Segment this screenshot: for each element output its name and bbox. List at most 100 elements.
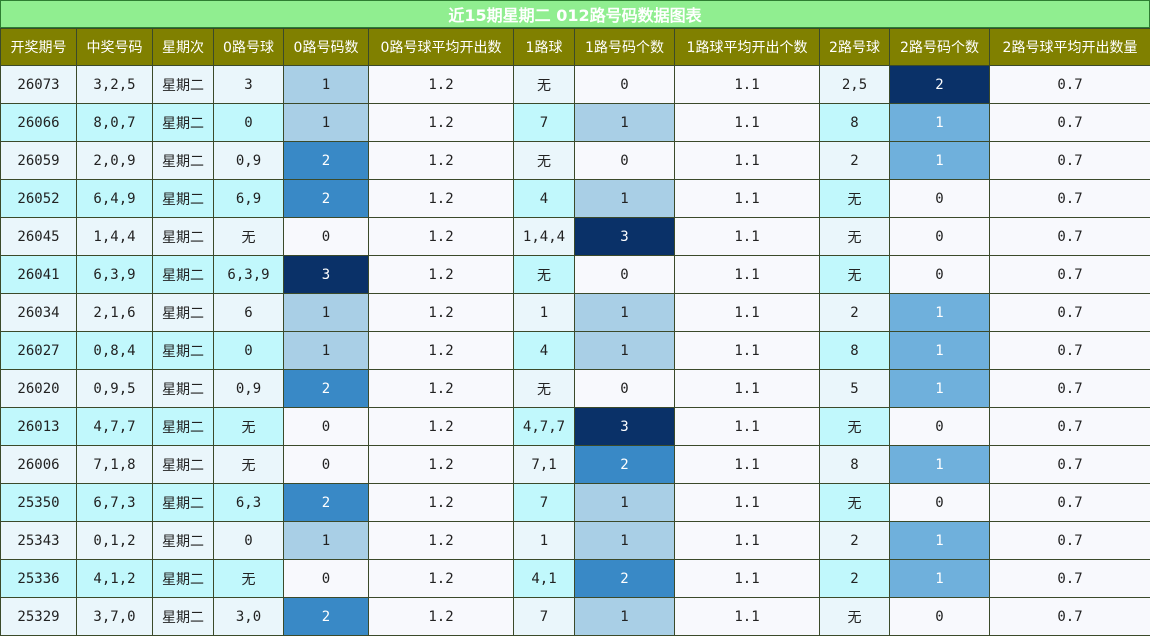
table-cell: 26020 [0, 369, 77, 408]
table-cell: 0 [213, 103, 284, 142]
table-cell: 0.7 [989, 559, 1150, 598]
table-cell: 1.1 [674, 141, 820, 180]
table-cell: 1 [574, 331, 675, 370]
table-cell: 6,4,9 [76, 179, 153, 218]
table-cell: 1 [889, 369, 990, 408]
table-cell: 3 [283, 255, 369, 294]
table-cell: 0 [283, 445, 369, 484]
table-cell: 0.7 [989, 65, 1150, 104]
table-cell: 3 [574, 407, 675, 446]
table-cell: 无 [213, 407, 284, 446]
table-cell: 1.1 [674, 369, 820, 408]
table-cell: 星期二 [152, 103, 214, 142]
table-cell: 0.7 [989, 597, 1150, 636]
table-cell: 25350 [0, 483, 77, 522]
table-cell: 1.2 [368, 179, 514, 218]
table-cell: 1.1 [674, 445, 820, 484]
table-cell: 26052 [0, 179, 77, 218]
table-cell: 8 [819, 445, 890, 484]
table-cell: 1.1 [674, 597, 820, 636]
column-header: 2路号球平均开出数量 [989, 28, 1150, 66]
table-cell: 0.7 [989, 255, 1150, 294]
table-cell: 2,5 [819, 65, 890, 104]
table-cell: 7 [513, 597, 575, 636]
table-cell: 星期二 [152, 217, 214, 256]
table-cell: 无 [819, 217, 890, 256]
table-cell: 6,3,9 [213, 255, 284, 294]
table-cell: 0 [283, 559, 369, 598]
table-cell: 2,0,9 [76, 141, 153, 180]
table-cell: 1 [283, 331, 369, 370]
table-cell: 0 [574, 65, 675, 104]
table-cell: 26059 [0, 141, 77, 180]
table-cell: 7 [513, 103, 575, 142]
table-cell: 0 [574, 141, 675, 180]
table-cell: 无 [819, 179, 890, 218]
table-cell: 0,9 [213, 369, 284, 408]
table-cell: 无 [819, 255, 890, 294]
table-cell: 1 [513, 521, 575, 560]
table-cell: 0.7 [989, 103, 1150, 142]
table-cell: 1.2 [368, 597, 514, 636]
table-row: 26006 7,1,8 星期二无 0 1.2 7,1 2 1.1 8 1 0.7 [0, 445, 1150, 484]
table-cell: 3 [574, 217, 675, 256]
table-cell: 0,9,5 [76, 369, 153, 408]
table-cell: 2 [819, 293, 890, 332]
table-row: 26013 4,7,7 星期二无 0 1.2 4,7,7 3 1.1 无 0 0.7 [0, 407, 1150, 446]
table-cell: 0,9 [213, 141, 284, 180]
table-cell: 无 [819, 483, 890, 522]
column-header: 1路球平均开出个数 [674, 28, 820, 66]
table-cell: 0.7 [989, 179, 1150, 218]
table-cell: 0.7 [989, 369, 1150, 408]
table-cell: 0 [889, 407, 990, 446]
table-cell: 1 [889, 331, 990, 370]
table-row: 25336 4,1,2 星期二无 0 1.2 4,1 2 1.1 2 1 0.7 [0, 559, 1150, 598]
table-cell: 1.1 [674, 103, 820, 142]
table-cell: 无 [213, 217, 284, 256]
table-cell: 0 [574, 255, 675, 294]
table-cell: 6,3 [213, 483, 284, 522]
table-cell: 2 [819, 521, 890, 560]
table-cell: 26073 [0, 65, 77, 104]
table-cell: 1.2 [368, 407, 514, 446]
table-cell: 1.1 [674, 65, 820, 104]
table-cell: 0 [889, 483, 990, 522]
table-row: 26059 2,0,9 星期二 0,9 2 1.2 无 0 1.1 2 1 0.7 [0, 141, 1150, 180]
table-cell: 1.1 [674, 255, 820, 294]
column-header: 中奖号码 [76, 28, 153, 66]
table-cell: 1 [574, 179, 675, 218]
table-cell: 7 [513, 483, 575, 522]
table-cell: 3,7,0 [76, 597, 153, 636]
table-cell: 1 [513, 293, 575, 332]
table-cell: 1.1 [674, 559, 820, 598]
table-cell: 8 [819, 103, 890, 142]
table-cell: 0 [889, 179, 990, 218]
table-cell: 0.7 [989, 521, 1150, 560]
table-cell: 1 [283, 65, 369, 104]
table-cell: 2 [819, 559, 890, 598]
table-cell: 无 [819, 407, 890, 446]
table-cell: 2 [574, 559, 675, 598]
table-cell: 4,7,7 [513, 407, 575, 446]
table-cell: 1.2 [368, 559, 514, 598]
table-cell: 无 [513, 369, 575, 408]
table-cell: 3,2,5 [76, 65, 153, 104]
column-header: 0路号码数 [283, 28, 369, 66]
table-cell: 无 [213, 559, 284, 598]
table-cell: 2 [283, 597, 369, 636]
table-cell: 0 [889, 597, 990, 636]
table-cell: 无 [819, 597, 890, 636]
column-header: 1路球 [513, 28, 575, 66]
column-header: 0路号球平均开出数 [368, 28, 514, 66]
table-cell: 6,7,3 [76, 483, 153, 522]
table-cell: 6 [213, 293, 284, 332]
table-cell: 星期二 [152, 597, 214, 636]
table-cell: 0.7 [989, 407, 1150, 446]
table-cell: 1.2 [368, 65, 514, 104]
table-cell: 2 [283, 369, 369, 408]
table-cell: 0 [283, 217, 369, 256]
table-body: 26073 3,2,5 星期二 3 1 1.2 无 0 1.1 2,5 2 0.7 26066 8,0,7… [0, 65, 1150, 636]
table-cell: 0.7 [989, 445, 1150, 484]
table-cell: 26041 [0, 255, 77, 294]
table-cell: 8,0,7 [76, 103, 153, 142]
